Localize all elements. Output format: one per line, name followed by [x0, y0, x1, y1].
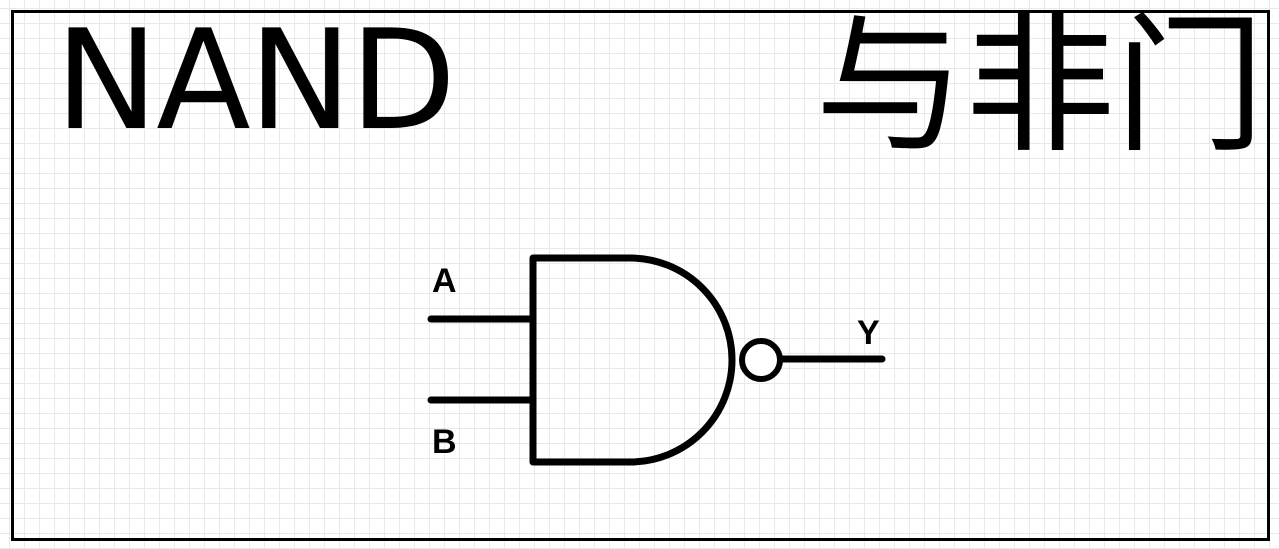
title-english: NAND: [55, 0, 456, 161]
input-b-label: B: [432, 423, 457, 461]
output-y-label: Y: [857, 314, 880, 352]
input-a-label: A: [432, 262, 457, 300]
diagram-frame: [11, 10, 1270, 541]
inversion-bubble: [739, 338, 783, 382]
gate-body: [529, 254, 736, 466]
title-chinese: 与非门: [815, 0, 1266, 174]
